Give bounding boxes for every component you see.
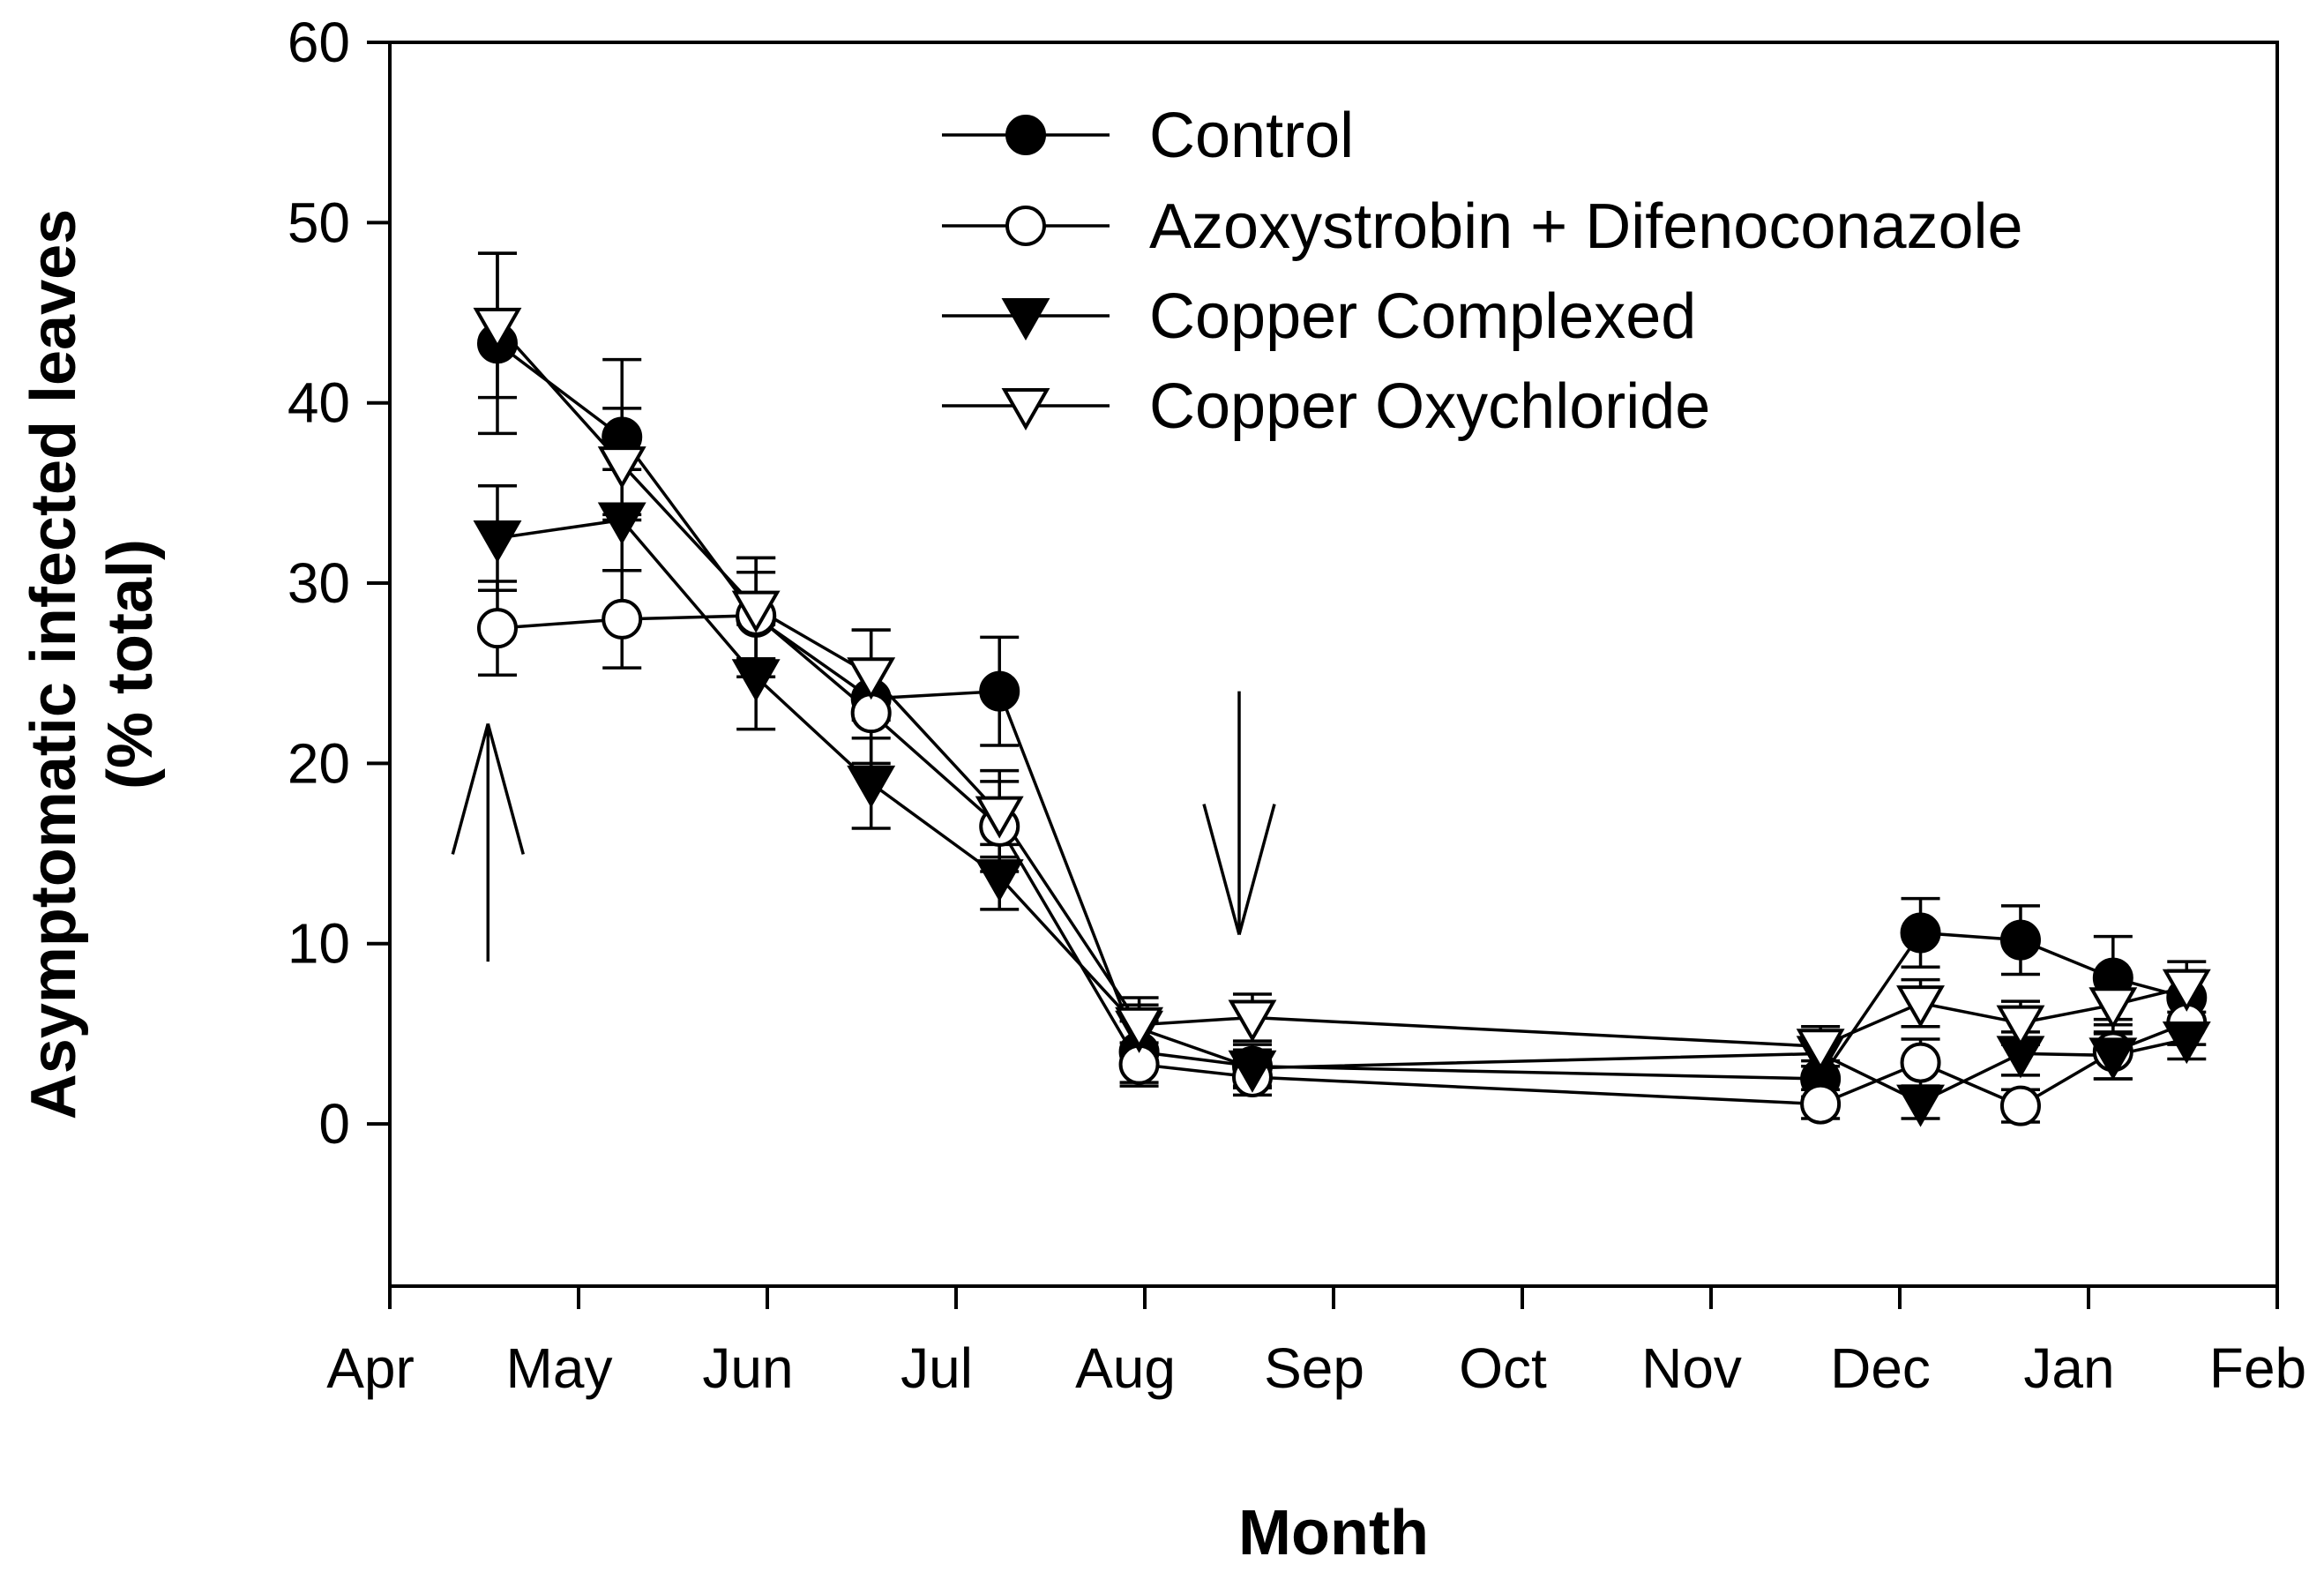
data-point-control [1999, 919, 2041, 961]
legend-item-copper-oxychloride: Copper Oxychloride [942, 371, 1710, 442]
y-axis-title: Asymptomatic infected leaves [19, 209, 89, 1119]
data-point-copper-oxychloride [1996, 1005, 2045, 1048]
legend-label: Control [1149, 101, 1354, 171]
data-point-copper-oxychloride [847, 657, 896, 700]
data-point-control [1900, 912, 1941, 954]
legend-item-control: Control [942, 101, 1354, 171]
x-tick-label: Feb [2209, 1336, 2306, 1400]
data-point-copper-complexed [1896, 1084, 1945, 1127]
x-tick-label: Apr [326, 1336, 415, 1400]
x-tick-label: Jul [900, 1336, 973, 1400]
data-point-copper-oxychloride [2089, 987, 2138, 1030]
data-point-copper-oxychloride [731, 590, 781, 633]
x-tick-label: Aug [1075, 1336, 1176, 1400]
application-arrow-up [451, 722, 525, 962]
series-line-copper-complexed [497, 518, 2187, 1104]
y-tick-label: 0 [318, 1092, 350, 1156]
arrow-head-left [451, 722, 489, 855]
legend-item-azoxystrobin-difenoconazole: Azoxystrobin + Difenoconazole [942, 191, 2023, 262]
data-point-azoxystrobin-difenoconazole [476, 608, 518, 649]
x-tick-label: Sep [1264, 1336, 1364, 1400]
data-point-copper-oxychloride [975, 796, 1024, 839]
x-tick-label: Dec [1830, 1336, 1931, 1400]
data-point-copper-complexed [597, 502, 646, 545]
legend: Control Azoxystrobin + Difenoconazole Copp… [942, 101, 2023, 442]
data-point-copper-complexed [2162, 1021, 2211, 1065]
y-axis-title-unit: (% total) [95, 539, 166, 790]
x-tick-label: Jun [702, 1336, 793, 1400]
legend-marker [1005, 115, 1046, 155]
data-point-copper-complexed [731, 659, 781, 702]
x-tick-label: Nov [1641, 1336, 1742, 1400]
x-tick-label: Oct [1459, 1336, 1547, 1400]
data-point-azoxystrobin-difenoconazole [850, 692, 892, 734]
legend-marker [1005, 206, 1046, 246]
x-axis-title: Month [1238, 1498, 1429, 1568]
data-point-copper-oxychloride [473, 307, 522, 350]
series-markers [473, 307, 2211, 1127]
annotation-arrows [451, 691, 1276, 962]
y-axis: 0 10 20 30 40 50 60 [288, 11, 390, 1156]
legend-item-copper-complexed: Copper Complexed [942, 281, 1696, 352]
legend-label: Copper Complexed [1149, 281, 1696, 352]
y-tick-label: 60 [288, 11, 350, 74]
data-point-copper-complexed [473, 520, 522, 563]
data-point-copper-complexed [1228, 1050, 1277, 1093]
x-tick-label: May [506, 1336, 613, 1400]
data-point-copper-oxychloride [2162, 969, 2211, 1012]
data-point-copper-oxychloride [1896, 985, 1945, 1029]
data-point-copper-complexed [2089, 1037, 2138, 1081]
arrow-head-right [1237, 804, 1276, 935]
data-point-azoxystrobin-difenoconazole [1900, 1042, 1941, 1083]
data-point-copper-complexed [847, 765, 896, 808]
series-layer [473, 251, 2211, 1127]
y-tick-label: 10 [288, 912, 350, 976]
legend-label: Copper Oxychloride [1149, 371, 1710, 442]
y-tick-label: 30 [288, 551, 350, 615]
arrow-head-left [1202, 804, 1241, 935]
data-point-azoxystrobin-difenoconazole [1999, 1085, 2041, 1126]
data-point-control [979, 670, 1020, 712]
y-tick-label: 50 [288, 191, 350, 254]
data-point-azoxystrobin-difenoconazole [1800, 1083, 1842, 1125]
data-point-azoxystrobin-difenoconazole [602, 598, 643, 640]
x-axis: Apr May Jun Jul Aug Sep Oct Nov Dec Jan Feb [326, 1286, 2306, 1400]
data-point-copper-oxychloride [597, 446, 646, 490]
data-point-copper-oxychloride [1796, 1029, 1845, 1072]
legend-label: Azoxystrobin + Difenoconazole [1149, 191, 2023, 262]
application-arrow-down [1202, 691, 1276, 935]
data-point-copper-oxychloride [1228, 999, 1277, 1043]
x-tick-label: Jan [2023, 1336, 2114, 1400]
data-point-copper-oxychloride [1115, 1007, 1164, 1050]
data-point-copper-complexed [975, 859, 1024, 902]
y-tick-label: 40 [288, 371, 350, 435]
legend-marker [1001, 298, 1050, 341]
legend-marker [1001, 388, 1050, 431]
y-tick-label: 20 [288, 731, 350, 795]
arrow-head-right [486, 722, 525, 855]
